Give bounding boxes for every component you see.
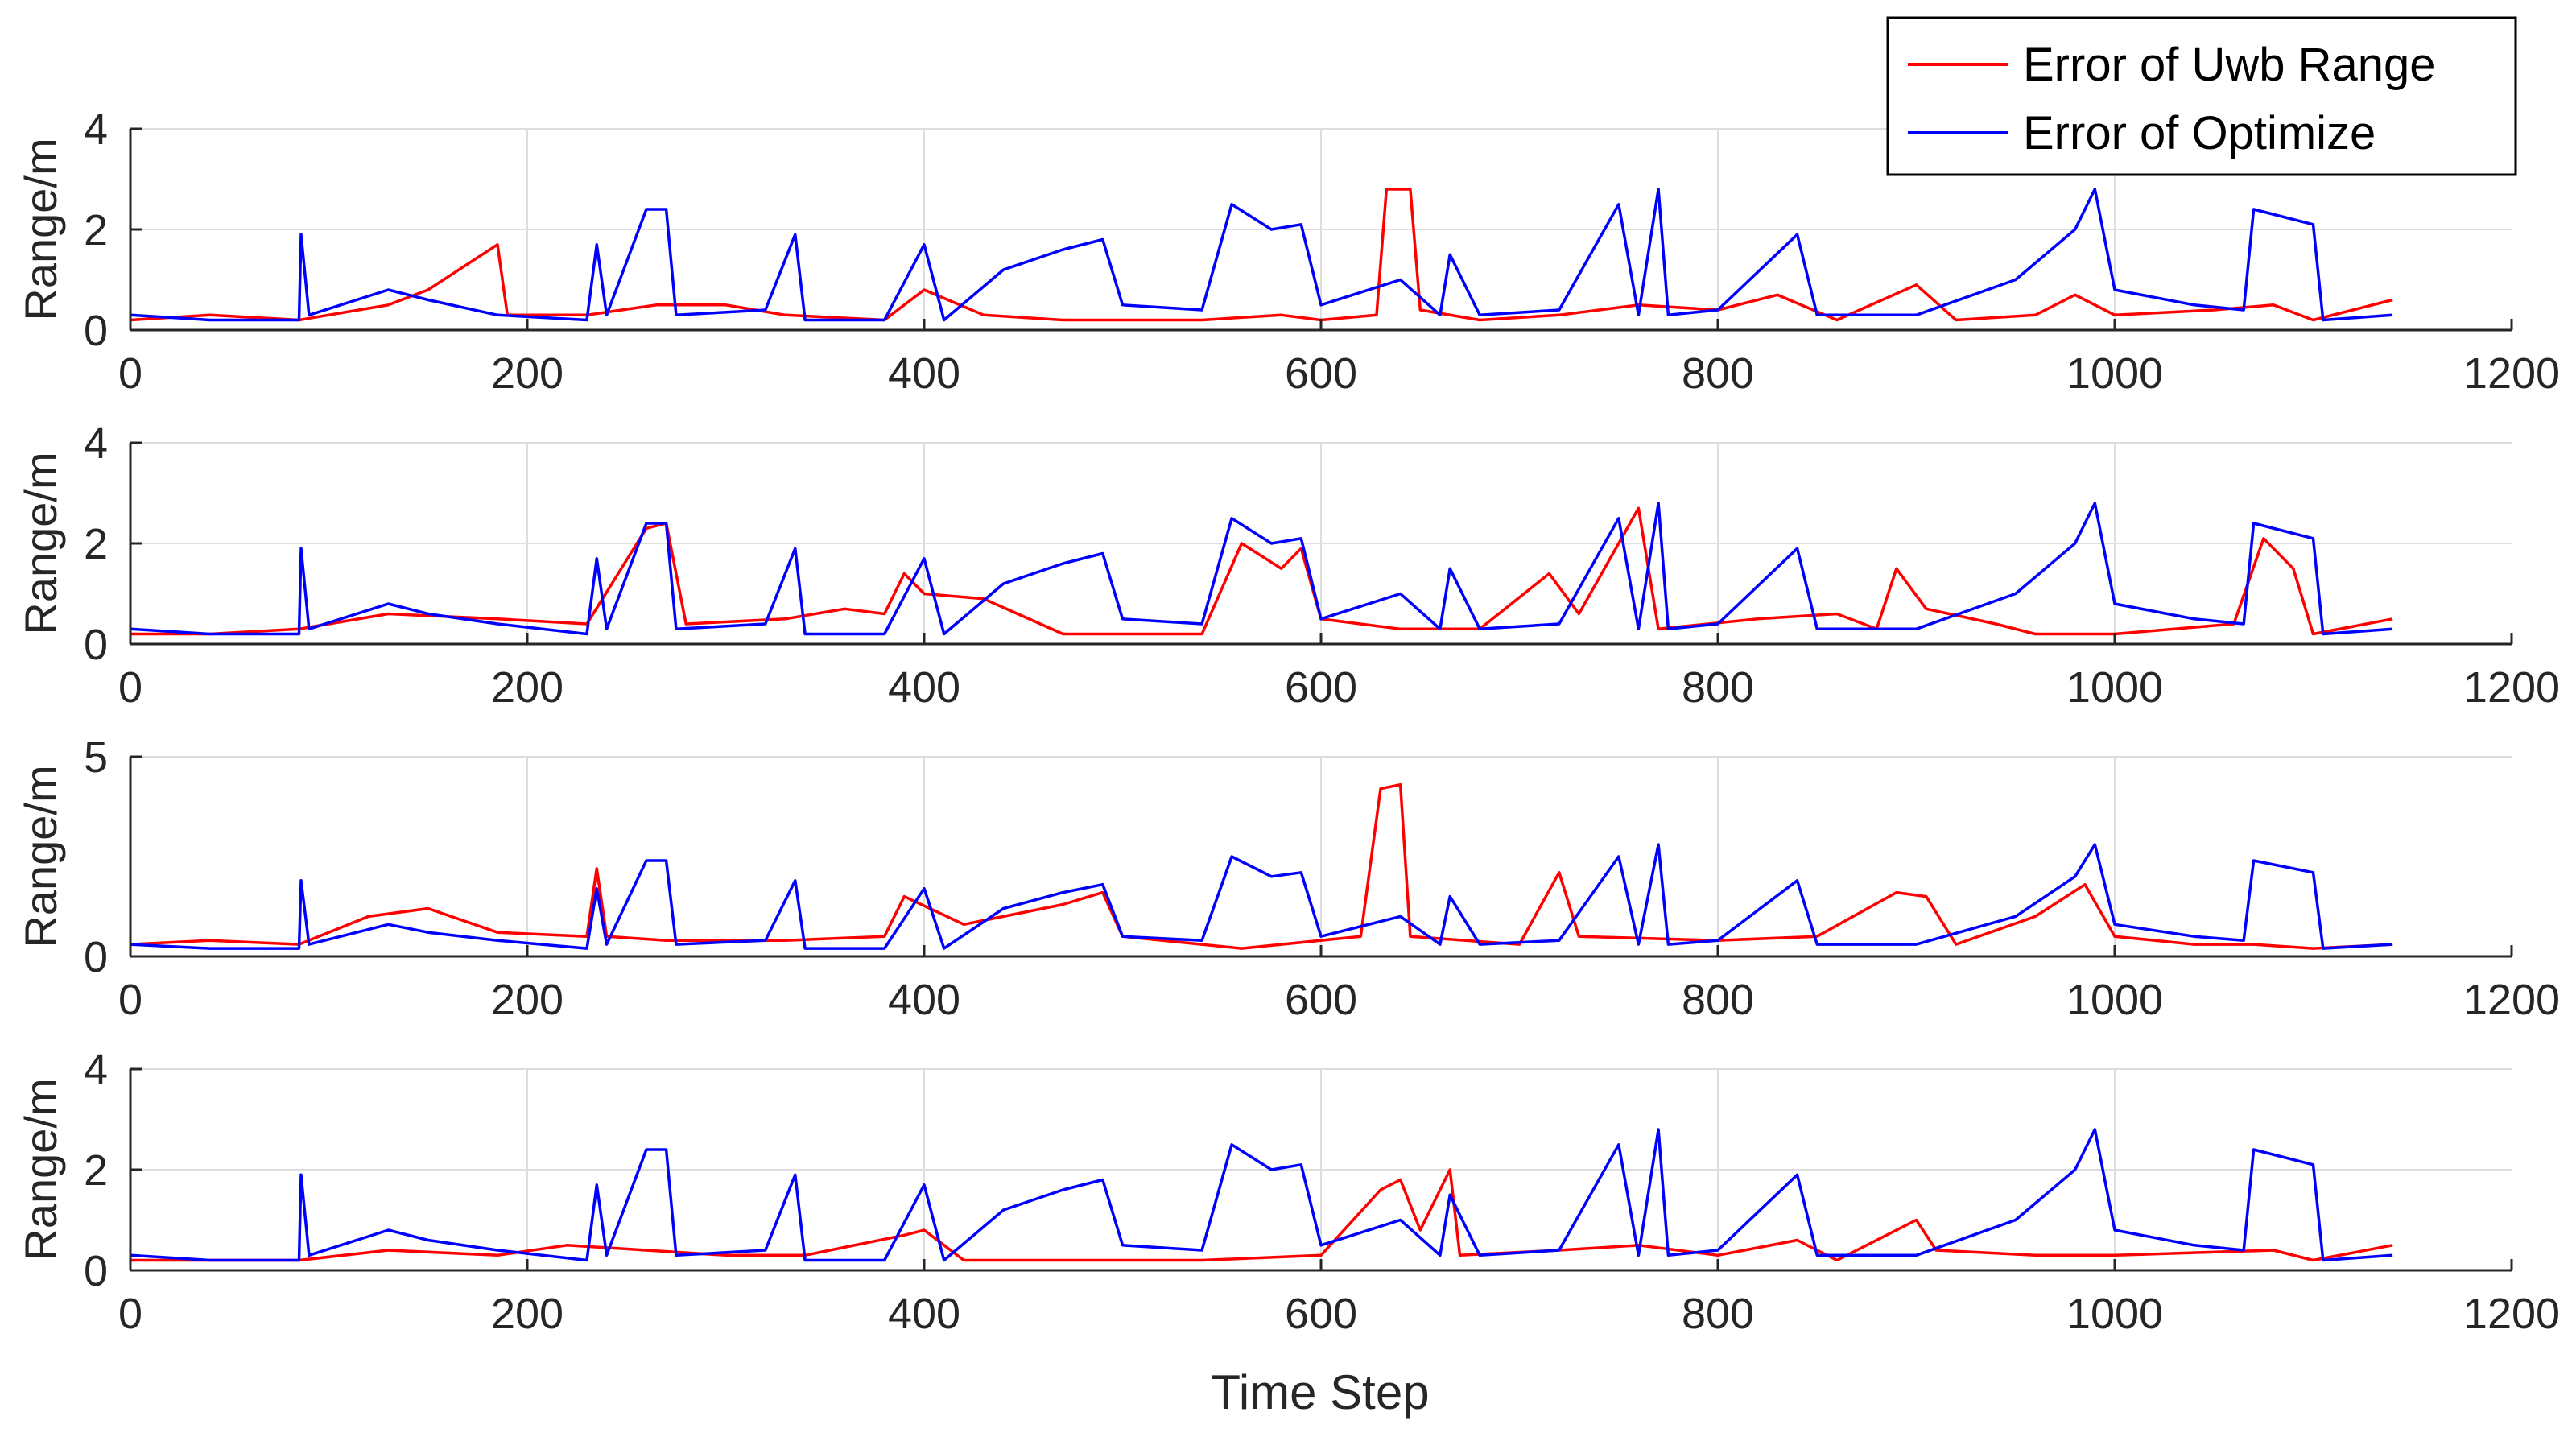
x-tick-label: 1000 (2066, 976, 2163, 1024)
y-tick-label: 0 (84, 1247, 108, 1295)
x-tick-label: 800 (1682, 1290, 1754, 1338)
subplot-4: 0 200 400 600 800 1000 1200 0 2 4 Range/m (15, 1046, 2560, 1338)
series-line-uwb-range (130, 782, 2393, 950)
x-tick-label: 800 (1682, 976, 1754, 1024)
y-axis-label: Range/m (15, 765, 66, 948)
x-tick-label: 0 (118, 1290, 142, 1338)
x-tick-label: 0 (118, 349, 142, 398)
legend-label-optimize: Error of Optimize (2023, 107, 2376, 159)
x-tick-label: 1200 (2463, 349, 2560, 398)
series-line-optimize (130, 188, 2393, 322)
subplot-2: 0 200 400 600 800 1000 1200 0 2 4 Range/m (15, 419, 2560, 712)
subplot-3: 0 200 400 600 800 1000 1200 0 5 Range/m (15, 733, 2560, 1024)
legend-label-uwb: Error of Uwb Range (2023, 39, 2436, 91)
y-tick-label: 0 (84, 621, 108, 669)
x-tick-label: 1000 (2066, 1290, 2163, 1338)
y-tick-label: 0 (84, 933, 108, 981)
series-line-uwb-range (130, 1168, 2393, 1262)
x-tick-label: 600 (1285, 976, 1357, 1024)
y-tick-label: 4 (84, 105, 108, 154)
x-axis-label: Time Step (1211, 1365, 1429, 1419)
legend: Error of Uwb Range Error of Optimize (1886, 16, 2517, 176)
x-tick-label: 600 (1285, 349, 1357, 398)
y-tick-label: 4 (84, 1046, 108, 1094)
series-line-optimize (130, 502, 2393, 636)
y-axis-label: Range/m (15, 452, 66, 634)
y-axis-label: Range/m (15, 1078, 66, 1261)
x-tick-label: 600 (1285, 663, 1357, 712)
x-tick-label: 1000 (2066, 663, 2163, 712)
x-tick-label: 1200 (2463, 1290, 2560, 1338)
x-tick-label: 200 (491, 1290, 564, 1338)
x-tick-label: 400 (888, 349, 960, 398)
x-tick-label: 800 (1682, 663, 1754, 712)
x-tick-label: 400 (888, 663, 960, 712)
x-tick-label: 200 (491, 976, 564, 1024)
x-tick-label: 200 (491, 349, 564, 398)
x-tick-label: 800 (1682, 349, 1754, 398)
x-tick-label: 600 (1285, 1290, 1357, 1338)
y-tick-label: 2 (84, 1146, 108, 1195)
x-tick-label: 400 (888, 1290, 960, 1338)
x-tick-label: 0 (118, 663, 142, 712)
x-tick-label: 1000 (2066, 349, 2163, 398)
y-tick-label: 0 (84, 307, 108, 355)
y-tick-label: 2 (84, 206, 108, 254)
x-tick-label: 1200 (2463, 976, 2560, 1024)
y-tick-label: 2 (84, 520, 108, 568)
x-tick-label: 200 (491, 663, 564, 712)
series-line-optimize (130, 843, 2393, 950)
y-tick-label: 5 (84, 733, 108, 782)
x-tick-label: 1200 (2463, 663, 2560, 712)
legend-box (1886, 16, 2517, 176)
series-line-optimize (130, 1128, 2393, 1262)
y-tick-label: 4 (84, 419, 108, 468)
y-axis-label: Range/m (15, 138, 66, 320)
subplot-1: 0 200 400 600 800 1000 1200 0 2 4 Range/m (15, 105, 2560, 398)
x-tick-label: 400 (888, 976, 960, 1024)
x-tick-label: 0 (118, 976, 142, 1024)
